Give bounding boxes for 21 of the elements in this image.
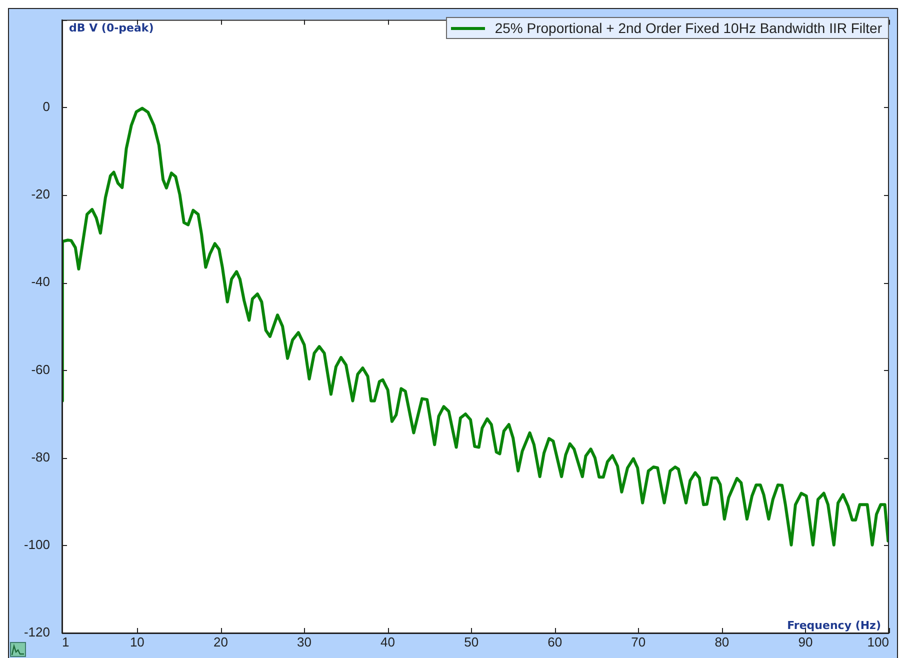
y-tick-label: -80 [31,449,50,464]
y-tick-label: -40 [31,274,50,290]
legend-label: 25% Proportional + 2nd Order Fixed 10Hz Bandwidth IIR Filter [494,20,882,36]
x-axis-title: Frequency (Hz) [787,619,881,632]
y-tick-label: -20 [31,186,50,202]
y-tick-label: -120 [24,624,50,640]
x-tick-label: 1 [62,634,70,650]
x-tick-label: 20 [213,634,228,650]
x-tick-label: 80 [714,634,730,650]
x-tick-label: 50 [464,634,479,650]
x-tick-label: 60 [548,634,562,650]
x-tick-label: 100 [867,634,889,650]
y-tick-label: -60 [31,362,50,377]
y-tick-label: 0 [42,98,50,114]
y-axis-title: dB V (0-peak) [69,22,154,35]
x-tick-label: 70 [631,634,646,650]
x-tick-label: 30 [297,634,312,650]
y-tick-label: -100 [24,536,50,552]
x-tick-label: 90 [798,634,813,650]
x-tick-label: 40 [380,634,396,650]
x-tick-label: 10 [130,634,144,650]
